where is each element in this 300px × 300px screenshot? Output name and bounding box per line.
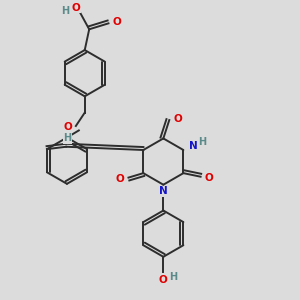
Text: H: H — [64, 134, 72, 143]
Text: O: O — [112, 17, 121, 27]
Text: O: O — [116, 174, 124, 184]
Text: H: H — [199, 137, 207, 147]
Text: H: H — [61, 6, 69, 16]
Text: N: N — [188, 141, 197, 152]
Text: O: O — [63, 122, 72, 133]
Text: O: O — [205, 173, 213, 183]
Text: O: O — [71, 3, 80, 13]
Text: O: O — [159, 275, 168, 285]
Text: O: O — [173, 114, 182, 124]
Text: H: H — [169, 272, 177, 282]
Text: N: N — [159, 186, 168, 196]
